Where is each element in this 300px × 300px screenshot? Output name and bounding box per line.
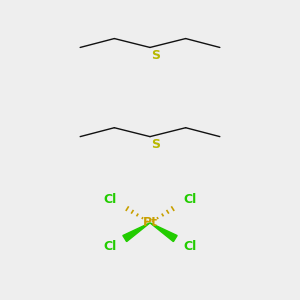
Text: Cl: Cl (103, 240, 116, 253)
Text: S: S (152, 49, 160, 62)
Text: Cl: Cl (184, 240, 197, 253)
Text: Cl: Cl (184, 193, 197, 206)
Polygon shape (123, 223, 150, 242)
Polygon shape (150, 223, 177, 242)
Text: S: S (152, 138, 160, 151)
Text: Pt: Pt (142, 216, 158, 229)
Text: Cl: Cl (103, 193, 116, 206)
